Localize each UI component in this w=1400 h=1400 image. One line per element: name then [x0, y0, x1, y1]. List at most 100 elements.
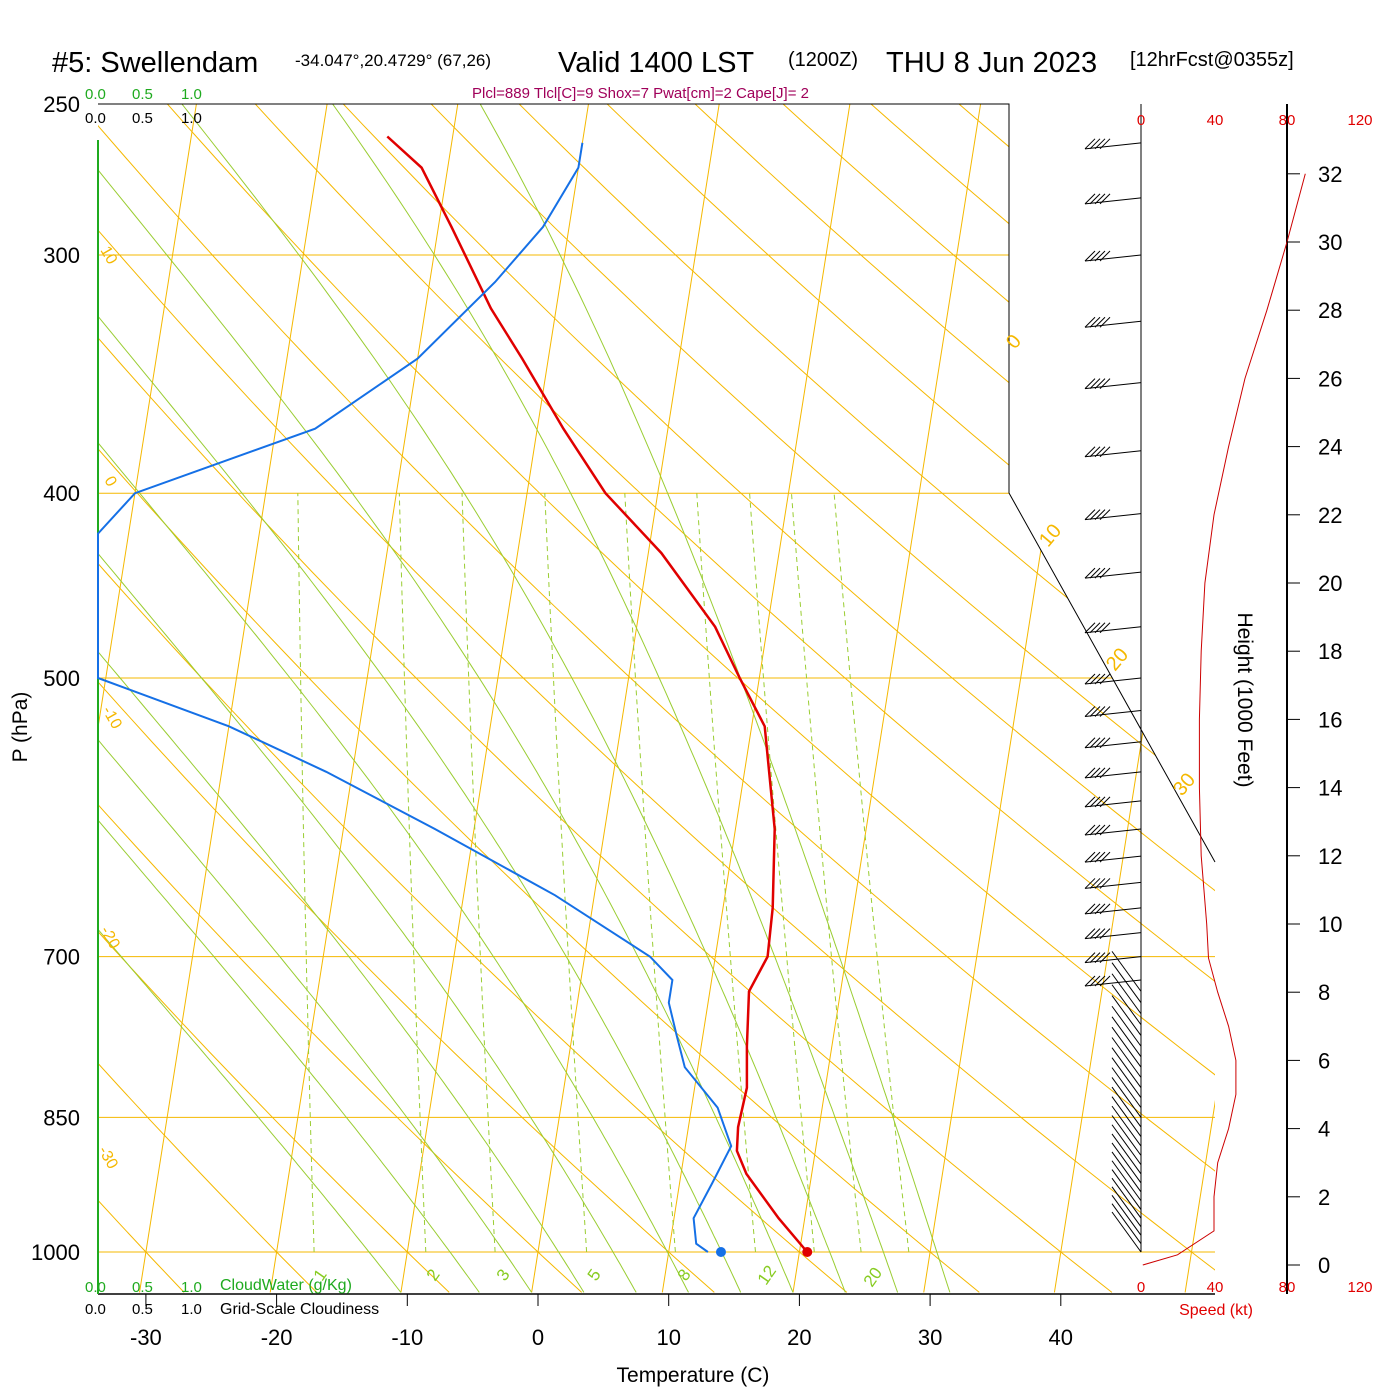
- x-axis-title: Temperature (C): [617, 1364, 770, 1387]
- wind-barb-staff: [1111, 1067, 1142, 1108]
- wind-barb-staff: [1111, 1124, 1142, 1166]
- wind-barb-feather: [1099, 928, 1111, 939]
- wind-barb-feather: [1099, 446, 1111, 458]
- wind-barb-feather: [1099, 824, 1111, 836]
- mixing-ratio-line: [791, 493, 862, 1253]
- moist-adiabat: [98, 104, 846, 1293]
- x-tick-label: 10: [656, 1325, 680, 1350]
- wind-barb-feather: [1084, 975, 1096, 987]
- wind-barb-staff: [1111, 1177, 1142, 1219]
- wind-barb-staff: [1111, 1026, 1142, 1068]
- mixing-ratio-line: [544, 493, 588, 1253]
- temperature-surface-point: [802, 1247, 813, 1257]
- wind-barb-feather: [1094, 673, 1106, 685]
- wind-barb-feather: [1089, 706, 1101, 717]
- mixing-ratio-line: [624, 493, 676, 1253]
- dry-adiabat: [98, 104, 1215, 1293]
- wind-barb-feather: [1094, 622, 1106, 634]
- wind-barb-feather: [1089, 673, 1101, 685]
- x-tick-label: 30: [918, 1325, 942, 1350]
- wind-barb-feather: [1099, 622, 1111, 634]
- cloud-water-tick-top: 0.5: [132, 86, 153, 103]
- cloudiness-tick-bottom: 0.5: [132, 1301, 153, 1318]
- wind-barb-feather: [1099, 250, 1111, 262]
- dewpoint-surface-point: [715, 1247, 726, 1257]
- wind-barb-staff: [1111, 984, 1142, 1026]
- mixing-ratio-label: 12: [754, 1262, 780, 1288]
- wind-barb-staff: [1111, 1005, 1142, 1047]
- wind-barb-feather: [1089, 952, 1101, 963]
- wind-barb-staff: [1111, 1169, 1142, 1210]
- wind-barb-staff: [1111, 1077, 1142, 1118]
- wind-barb-feather: [1084, 903, 1096, 915]
- wind-barb-staff: [1084, 677, 1142, 685]
- speed-tick-bottom: 80: [1279, 1279, 1296, 1296]
- wind-speed-panel: 0 40 80 120 0 40 80 120 Speed (kt) Heigh…: [1137, 104, 1373, 1319]
- wind-barb-feather: [1089, 824, 1101, 836]
- mixing-ratio-line: [833, 493, 910, 1253]
- x-tick-label: -20: [261, 1325, 293, 1350]
- wind-barb-feather: [1099, 878, 1111, 889]
- isotherm-label: 10: [97, 244, 121, 268]
- wind-barb-staff: [1084, 932, 1142, 940]
- moist-adiabat: [98, 104, 794, 1293]
- dry-adiabat: [98, 104, 583, 1293]
- pressure-tick-label: 500: [43, 666, 80, 691]
- moist-adiabat: [98, 104, 402, 1293]
- wind-barb-feather: [1094, 796, 1106, 808]
- wind-barb-staff: [1084, 979, 1142, 987]
- mixing-ratio-line: [461, 493, 496, 1253]
- wind-barb-feather: [1094, 903, 1106, 915]
- wind-barb-staff: [1084, 907, 1142, 915]
- wind-barb-feather: [1084, 928, 1096, 939]
- isotherm-line: [661, 104, 880, 1293]
- wind-barb-feather: [1089, 316, 1101, 328]
- wind-barb-staff: [1111, 1037, 1142, 1078]
- pressure-tick-label: 1000: [31, 1240, 80, 1265]
- x-tick-label: 0: [532, 1325, 544, 1350]
- speed-tick-top: 0: [1137, 112, 1145, 129]
- thermo-grid: [98, 104, 1215, 1293]
- plot-boundary: [98, 103, 1216, 863]
- wind-barb-feather: [1094, 878, 1106, 889]
- wind-barb-staff: [1084, 197, 1142, 205]
- height-tick-label: 32: [1318, 162, 1342, 187]
- dry-adiabat: [98, 104, 1113, 1293]
- wind-barb-feather: [1084, 796, 1096, 808]
- pressure-tick-label: 250: [43, 92, 80, 117]
- wind-barb-feather: [1099, 193, 1111, 205]
- dry-adiabat: [98, 104, 318, 1293]
- wind-barb-feather: [1094, 767, 1106, 779]
- wind-barb-staff: [1111, 1086, 1142, 1128]
- mixing-ratio-line: [398, 493, 427, 1253]
- dry-adiabat: [98, 104, 980, 1293]
- wind-barb-feather: [1099, 952, 1111, 963]
- wind-barb-feather: [1084, 851, 1096, 863]
- wind-barb-staff: [1084, 513, 1142, 521]
- wind-barb-feather: [1094, 706, 1106, 717]
- wind-barb-feather: [1099, 378, 1111, 389]
- isotherm-line: [531, 104, 749, 1293]
- moist-adiabat: [98, 104, 689, 1293]
- wind-barb-staff: [1084, 571, 1142, 579]
- wind-barbs: [1084, 138, 1142, 1253]
- cloud-water-tick-bottom: 1.0: [181, 1279, 202, 1296]
- wind-barb-feather: [1094, 952, 1106, 963]
- mixing-ratio-label: 2: [423, 1266, 444, 1285]
- wind-barb-feather: [1099, 767, 1111, 779]
- y-axis-title: P (hPa): [9, 692, 32, 763]
- pressure-tick-label: 700: [43, 945, 80, 970]
- height-tick-label: 12: [1318, 844, 1342, 869]
- wind-barb-feather: [1089, 250, 1101, 262]
- station-name: #5: Swellendam: [52, 47, 258, 79]
- wind-barb-feather: [1094, 446, 1106, 458]
- wind-barb-feather: [1089, 928, 1101, 939]
- height-tick-label: 22: [1318, 503, 1342, 528]
- wind-barb-feather: [1099, 706, 1111, 717]
- wind-barb-feather: [1084, 509, 1096, 521]
- dry-adiabat: [504, 104, 1215, 1293]
- wind-barb-feather: [1099, 975, 1111, 987]
- wind-barb-staff: [1111, 1151, 1142, 1193]
- sounding-profiles: [97, 135, 813, 1257]
- wind-barb-feather: [1099, 509, 1111, 521]
